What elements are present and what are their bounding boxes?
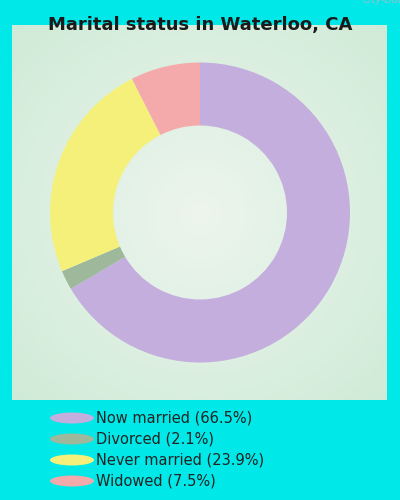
Wedge shape xyxy=(50,79,160,271)
Text: Never married (23.9%): Never married (23.9%) xyxy=(96,452,264,468)
Wedge shape xyxy=(132,62,200,135)
Circle shape xyxy=(50,454,94,466)
Text: Widowed (7.5%): Widowed (7.5%) xyxy=(96,474,216,488)
Circle shape xyxy=(50,412,94,424)
Wedge shape xyxy=(71,62,350,362)
Circle shape xyxy=(50,434,94,444)
Text: Divorced (2.1%): Divorced (2.1%) xyxy=(96,432,214,446)
Text: Now married (66.5%): Now married (66.5%) xyxy=(96,410,252,426)
Text: Marital status in Waterloo, CA: Marital status in Waterloo, CA xyxy=(48,16,352,34)
Text: City-Data.com: City-Data.com xyxy=(363,0,400,5)
Wedge shape xyxy=(62,246,125,289)
Circle shape xyxy=(50,476,94,486)
